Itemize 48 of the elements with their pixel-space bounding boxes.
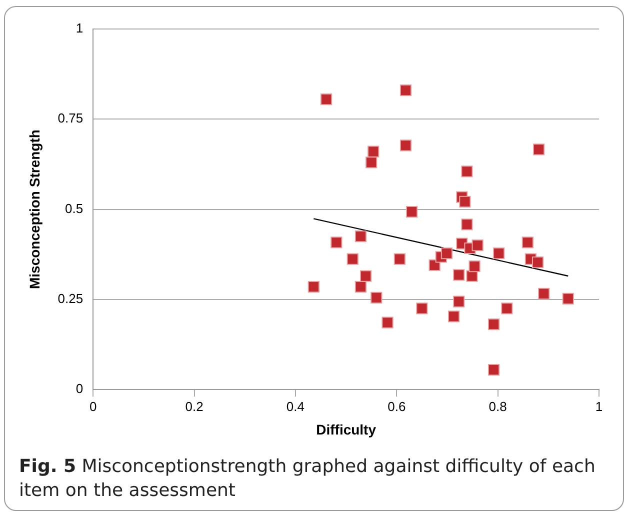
y-tick-label: 1 <box>76 20 84 36</box>
point <box>400 140 412 152</box>
point <box>488 364 500 376</box>
point <box>493 247 505 260</box>
point <box>522 236 534 248</box>
y-tick-label: 0 <box>76 381 84 396</box>
point <box>459 196 471 208</box>
y-axis-title: Misconception Strength <box>26 130 42 290</box>
y-tick-label: 0.5 <box>65 200 84 216</box>
point <box>416 302 428 314</box>
point <box>538 288 550 300</box>
point <box>488 318 500 330</box>
y-tick-label: 0.75 <box>58 110 84 126</box>
point <box>440 247 453 260</box>
x-tick-label: 0.8 <box>488 398 507 414</box>
point <box>368 146 380 158</box>
point <box>461 166 473 178</box>
point <box>501 302 513 314</box>
point <box>562 292 574 305</box>
point <box>366 156 378 168</box>
point <box>448 310 460 322</box>
point <box>354 230 367 242</box>
point <box>346 253 358 265</box>
point <box>308 281 320 293</box>
caption: Fig. 5 Misconceptionstrength graphed against difficulty of each item on the assessment <box>19 455 596 503</box>
point <box>532 256 544 268</box>
point <box>354 281 367 293</box>
point <box>453 296 465 308</box>
point <box>468 260 480 272</box>
point <box>382 316 394 328</box>
point <box>406 206 418 218</box>
y-tick-label: 0.25 <box>58 291 84 306</box>
x-tick-label: 0 <box>89 398 97 414</box>
x-tick-label: 1 <box>595 398 603 414</box>
point <box>320 94 332 106</box>
point <box>360 270 372 282</box>
point <box>400 84 412 96</box>
x-axis-title: Difficulty <box>316 421 376 438</box>
point <box>532 144 545 156</box>
point <box>461 218 473 230</box>
point <box>472 240 484 252</box>
point <box>394 253 406 265</box>
x-tick-label: 0.2 <box>185 398 204 414</box>
point <box>453 269 465 281</box>
point <box>330 236 342 248</box>
point <box>370 292 382 304</box>
x-tick-label: 0.4 <box>286 398 304 414</box>
x-tick-label: 0.6 <box>388 398 406 414</box>
